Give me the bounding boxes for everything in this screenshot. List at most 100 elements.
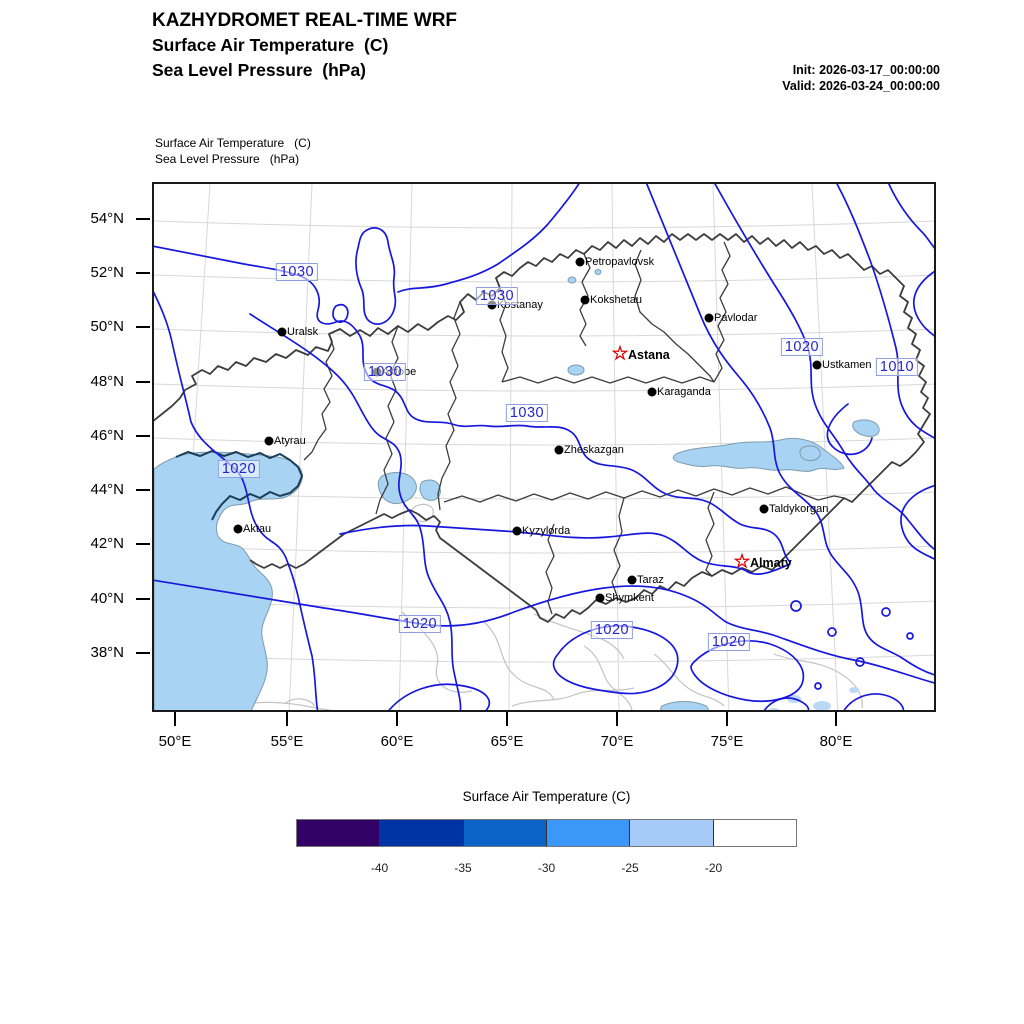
run-info: Init: 2026-03-17_00:00:00 Valid: 2026-03… — [782, 62, 940, 94]
city-label: Petropavlovsk — [585, 256, 655, 268]
lat-tick-mark — [136, 272, 150, 274]
variable-title-pressure: Sea Level Pressure (hPa) — [152, 60, 366, 80]
colorbar-tick-label: -25 — [621, 861, 639, 875]
city-star-icon: ☆ — [733, 551, 751, 573]
map-canvas: Petropavlovsk Kokshetau Kostanay Pavlodar Ur… — [154, 184, 934, 710]
init-time-label: Init: 2026-03-17_00:00:00 — [792, 63, 940, 77]
colorbar-ticks: -40 -35 -30 -25 -20 — [296, 861, 797, 877]
isobar-value-label: 1030 — [505, 404, 549, 422]
lat-tick-mark — [136, 218, 150, 220]
city-label: Atyrau — [274, 435, 306, 447]
colorbar-segment — [546, 820, 631, 846]
colorbar — [296, 819, 797, 847]
valid-time-label: Valid: 2026-03-24_00:00:00 — [782, 79, 940, 93]
city-dot-icon — [595, 593, 605, 603]
isobar-value-label: 1030 — [275, 263, 319, 281]
lon-tick-label-60-e: 60°E — [380, 733, 414, 750]
colorbar-tick-label: -30 — [537, 861, 556, 875]
lat-tick-label-40-n: 40°N — [90, 590, 124, 607]
lake-alakol — [799, 445, 821, 461]
lon-tick-label-55-e: 55°E — [270, 733, 304, 750]
map-subtitle-pressure: Sea Level Pressure (hPa) — [155, 152, 300, 166]
variable-title-temperature: Surface Air Temperature (C) — [152, 35, 389, 55]
city-label: Taldykorgan — [769, 503, 829, 515]
lat-tick-label-38-n: 38°N — [90, 644, 124, 661]
lon-tick-label-80-e: 80°E — [819, 733, 853, 750]
colorbar-segment — [713, 820, 796, 846]
colorbar-segment — [380, 820, 464, 846]
city-label: Almaty — [750, 556, 792, 570]
lat-tick-label-44-n: 44°N — [90, 481, 124, 498]
city-label: Aktau — [243, 523, 272, 535]
kazakhstan-borders — [154, 233, 931, 623]
colorbar-tick-label: -35 — [454, 861, 472, 875]
city-dot-icon — [627, 575, 637, 585]
graticule — [154, 184, 934, 710]
colorbar-tick-label: -40 — [370, 861, 389, 875]
lat-tick-mark — [136, 435, 150, 437]
lon-tick-label-65-e: 65°E — [490, 733, 524, 750]
city-dot-icon — [812, 360, 822, 370]
lat-tick-mark — [136, 381, 150, 383]
isobar-value-label: 1030 — [363, 363, 407, 381]
colorbar-segment — [297, 820, 381, 846]
kazakhstan-oblast-borders — [303, 241, 845, 615]
isobar-value-label: 1030 — [475, 287, 519, 305]
lake-balkhash — [672, 437, 845, 472]
lon-tick-mark — [616, 712, 618, 726]
city-label: Shymkent — [605, 592, 654, 604]
isobar-value-label: 1010 — [875, 358, 919, 376]
lon-tick-mark — [286, 712, 288, 726]
lon-tick-mark — [726, 712, 728, 726]
lon-tick-label-70-e: 70°E — [600, 733, 634, 750]
city-dot-icon — [575, 257, 585, 267]
city-dot-icon — [487, 300, 497, 310]
lat-tick-label-52-n: 52°N — [90, 264, 124, 281]
city-dot-icon — [264, 436, 274, 446]
lon-tick-mark — [396, 712, 398, 726]
city-dot-icon — [647, 387, 657, 397]
isobar-value-label: 1020 — [217, 460, 261, 478]
lat-tick-label-50-n: 50°N — [90, 318, 124, 335]
lat-tick-mark — [136, 652, 150, 654]
city-dot-icon — [512, 526, 522, 536]
lon-tick-mark — [835, 712, 837, 726]
snow-patches — [768, 687, 859, 710]
colorbar-title: Surface Air Temperature (C) — [462, 789, 631, 804]
city-label: Uralsk — [287, 326, 319, 338]
figure-header: KAZHYDROMET REAL-TIME WRF Surface Air Te… — [152, 8, 457, 83]
city-label: Kokshetau — [590, 294, 642, 306]
city-star-icon: ☆ — [611, 343, 629, 365]
isobar-value-label: 1020 — [398, 615, 442, 633]
city-dot-icon — [233, 524, 243, 534]
colorbar-segment — [630, 820, 714, 846]
caspian-sea — [154, 451, 303, 710]
lat-tick-label-54-n: 54°N — [90, 210, 124, 227]
lat-tick-label-48-n: 48°N — [90, 373, 124, 390]
city-dot-icon — [277, 327, 287, 337]
colorbar-segment — [463, 820, 547, 846]
product-title: KAZHYDROMET REAL-TIME WRF — [152, 10, 458, 31]
colorbar-tick-label: -20 — [704, 861, 723, 875]
water-bodies — [154, 269, 880, 710]
aral-sea-east — [419, 479, 441, 501]
lat-tick-mark — [136, 543, 150, 545]
north-caspian-shoreline — [175, 449, 304, 521]
lake-issyk-kul — [660, 701, 709, 710]
isobar-contours — [154, 184, 934, 710]
city-label: Ustkamen — [822, 359, 872, 371]
city-dot-icon — [580, 295, 590, 305]
lat-tick-mark — [136, 598, 150, 600]
lon-tick-mark — [174, 712, 176, 726]
isobar-value-label: 1020 — [590, 621, 634, 639]
city-label: Pavlodar — [714, 312, 758, 324]
city-label: Karaganda — [657, 386, 711, 398]
city-dot-icon — [554, 445, 564, 455]
lon-tick-label-75-e: 75°E — [710, 733, 744, 750]
lat-tick-label-42-n: 42°N — [90, 535, 124, 552]
city-label: Kyzylorda — [522, 525, 571, 537]
isobar-value-label: 1020 — [707, 633, 751, 651]
city-label: Taraz — [637, 574, 664, 586]
isobar-label-layer: 1030 1030 1020 1010 1030 1030 1020 1020 1020 1020 — [154, 184, 934, 710]
